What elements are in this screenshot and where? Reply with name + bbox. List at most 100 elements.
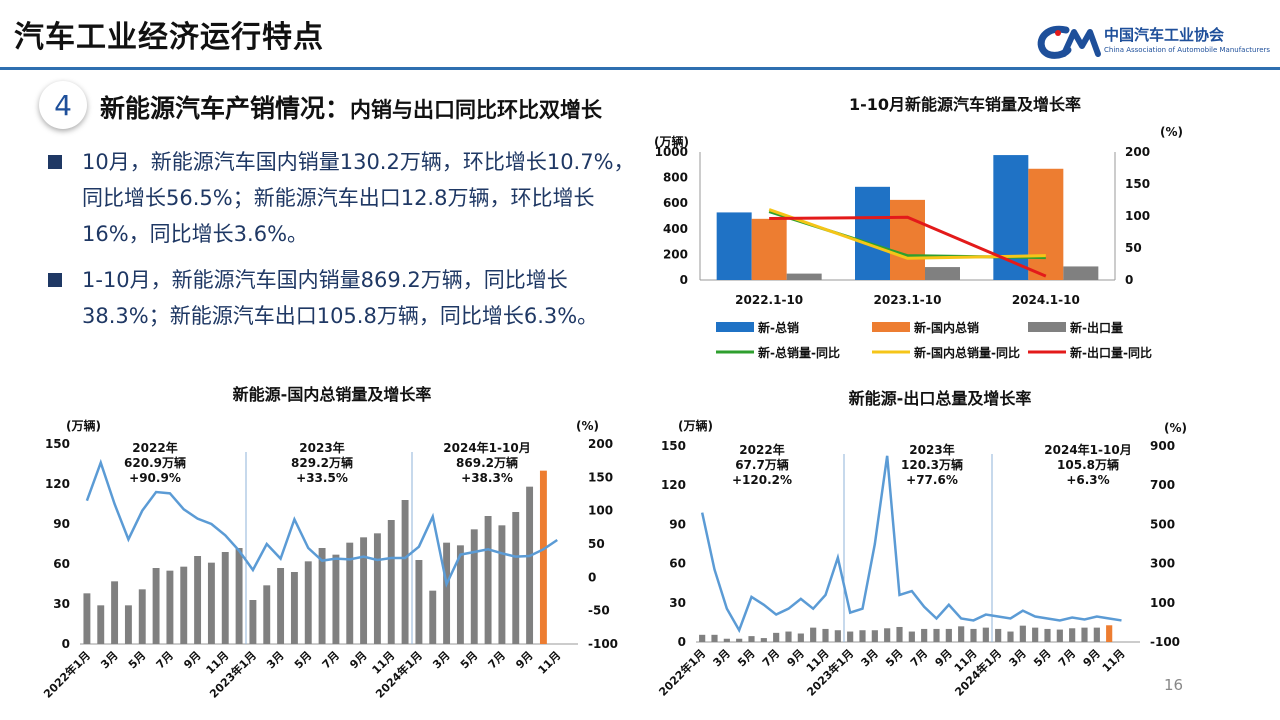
y-tick-label: 800: [663, 171, 688, 185]
bar-month: [1032, 627, 1039, 642]
x-tick-label: 2022年1月: [656, 646, 709, 699]
annotation-growth: +6.3%: [1066, 473, 1109, 487]
x-tick-label: 3月: [859, 647, 881, 669]
growth-line: [700, 455, 1122, 634]
x-tick-label: 7月: [320, 649, 342, 671]
x-tick-label: 3月: [711, 647, 733, 669]
legend-label: 新-国内总销量-同比: [914, 345, 1020, 360]
legend-swatch: [872, 322, 910, 332]
y2-tick-label: 50: [1125, 241, 1142, 255]
section-heading: 新能源汽车产销情况：内销与出口同比环比双增长: [100, 89, 602, 125]
y-tick-label: 200: [663, 247, 688, 261]
y-tick-label: 0: [678, 635, 686, 649]
bar-month: [512, 512, 520, 644]
annotation-growth: +90.9%: [129, 471, 181, 485]
bar-month: [871, 630, 878, 642]
y-tick-label: 400: [663, 222, 688, 236]
annotation-amount: 869.2万辆: [456, 455, 518, 470]
bar-month: [332, 554, 340, 644]
bar-month: [456, 545, 464, 644]
x-tick-label: 7月: [486, 649, 508, 671]
bar-month: [1081, 627, 1088, 642]
bar-新-总销: [993, 155, 1029, 280]
annotation-year: 2024年1-10月: [1044, 442, 1131, 457]
annotation-growth: +77.6%: [906, 473, 958, 487]
y2-tick-label: -100: [1150, 635, 1180, 649]
x-tick-label: 9月: [347, 649, 369, 671]
bar-month: [847, 631, 854, 642]
y2-tick-label: 0: [1125, 273, 1133, 287]
chart-ytd-sales-growth: 1-10月新能源汽车销量及增长率(万辆)(%)02004006008001000…: [654, 95, 1183, 360]
bullet-text: 1-10月，新能源汽车国内销量869.2万辆，同比增长38.3%；新能源汽车出口…: [82, 268, 599, 328]
growth-line: [85, 458, 558, 588]
y2-axis-unit-label: (%): [1160, 125, 1183, 139]
y-tick-label: 150: [661, 439, 686, 453]
y-tick-label: 120: [45, 477, 70, 491]
y2-tick-label: 100: [588, 504, 613, 518]
x-tick-label: 7月: [908, 647, 930, 669]
annotation-growth: +120.2%: [732, 473, 792, 487]
y2-tick-label: 50: [588, 537, 605, 551]
bar-新-出口量: [925, 267, 960, 280]
y-tick-label: 60: [669, 557, 686, 571]
slide-title: 汽车工业经济运行特点: [14, 20, 324, 55]
annotation-growth: +38.3%: [461, 471, 513, 485]
annotation-amount: 120.3万辆: [901, 457, 963, 472]
annotation-year: 2023年: [909, 442, 954, 457]
y-tick-label: 600: [663, 196, 688, 210]
bar-month: [360, 537, 368, 644]
bar-month: [723, 638, 730, 642]
bar-month: [711, 634, 718, 642]
y-tick-label: 1000: [655, 145, 688, 159]
bar-month: [982, 627, 989, 642]
bar-month: [748, 636, 755, 642]
bar-month: [859, 630, 866, 642]
bar-month: [1056, 629, 1063, 642]
x-tick-label: 5月: [126, 649, 148, 671]
annotation-year: 2023年: [299, 440, 344, 455]
bar-month: [760, 638, 767, 642]
bar-month: [207, 562, 215, 644]
bar-month: [415, 560, 423, 644]
y-axis-unit-label: (万辆): [66, 418, 101, 433]
y2-tick-label: 300: [1150, 557, 1175, 571]
bar-month: [166, 570, 174, 644]
bar-month: [304, 561, 312, 644]
caam-logo: 中国汽车工业协会 China Association of Automobile…: [1036, 22, 1272, 62]
bar-month: [263, 585, 271, 644]
bar-新-国内总销: [1028, 168, 1064, 280]
y-tick-label: 0: [680, 273, 688, 287]
bar-month: [194, 556, 202, 644]
y2-tick-label: 200: [1125, 145, 1150, 159]
bullet-square-icon: [48, 155, 62, 169]
x-tick-label: 2023.1-10: [874, 293, 942, 307]
x-tick-label: 11月: [1100, 647, 1128, 675]
bar-month: [83, 593, 91, 644]
y2-tick-label: 150: [588, 470, 613, 484]
y2-tick-label: 100: [1150, 596, 1175, 610]
y2-tick-label: -50: [588, 604, 610, 618]
x-tick-label: 2022年1月: [41, 648, 94, 701]
bar-month: [443, 542, 451, 644]
bar-month: [111, 581, 119, 644]
legend-label: 新-总销量-同比: [758, 345, 840, 360]
line-新-出口量-同比: [769, 215, 1047, 278]
bar-新-总销: [855, 186, 890, 280]
bar-新-国内总销: [751, 218, 787, 280]
section-subtitle: 内销与出口同比环比双增长: [350, 98, 603, 122]
y-tick-label: 120: [661, 478, 686, 492]
bar-month: [958, 626, 965, 642]
bar-新-出口量: [786, 273, 822, 280]
bar-month: [834, 630, 841, 642]
y2-tick-label: 100: [1125, 209, 1150, 223]
bar-新-国内总销: [890, 199, 925, 280]
bar-month: [945, 628, 952, 642]
bar-month: [318, 548, 326, 644]
y-tick-label: 60: [53, 557, 70, 571]
bar-month: [387, 520, 395, 644]
bar-month: [773, 632, 780, 642]
annotation-amount: 67.7万辆: [735, 457, 789, 472]
y2-tick-label: 150: [1125, 177, 1150, 191]
header-rule: [0, 67, 1280, 70]
y-tick-label: 90: [669, 517, 686, 531]
